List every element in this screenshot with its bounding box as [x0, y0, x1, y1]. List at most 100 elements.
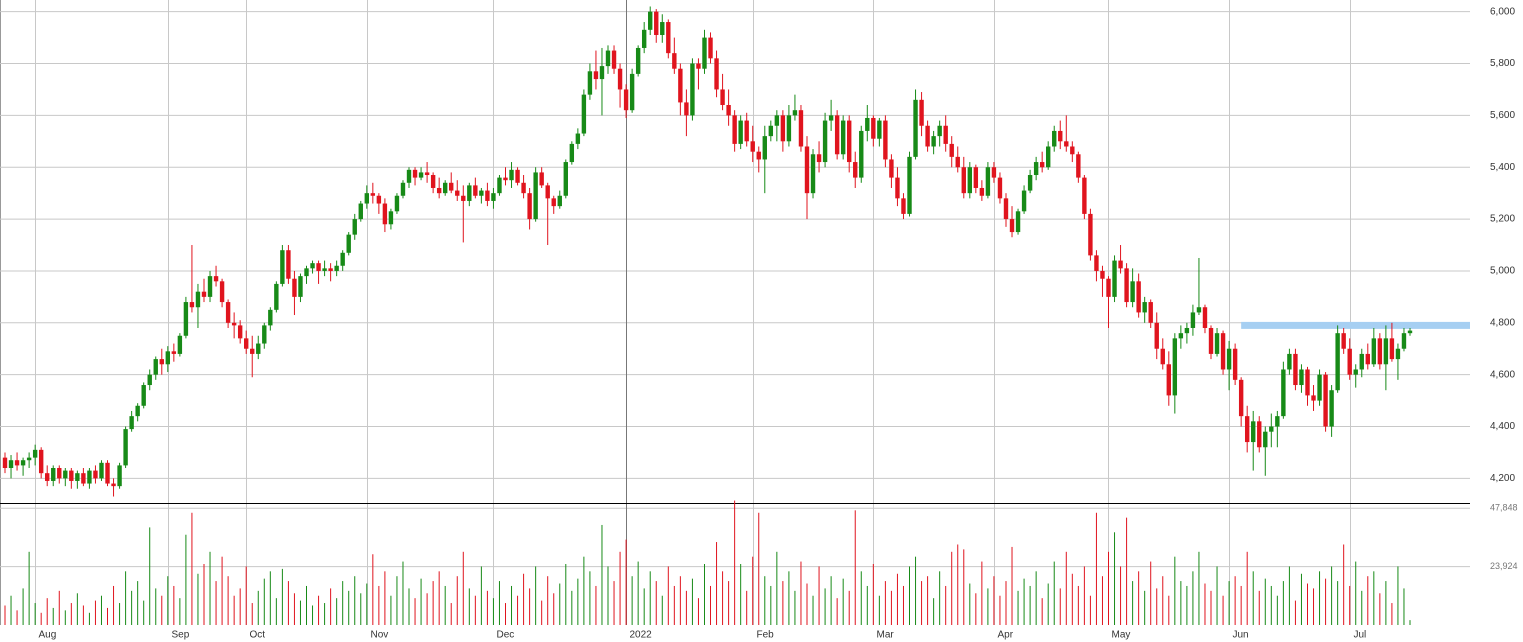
- candle-body: [1058, 130, 1063, 142]
- candle-body: [225, 302, 231, 323]
- candle-body: [569, 143, 575, 163]
- candle-body: [732, 115, 737, 144]
- candle-body: [147, 374, 152, 386]
- candle-body: [2, 457, 8, 468]
- candle-body: [1220, 333, 1226, 370]
- candle-body: [883, 120, 888, 160]
- candle-body: [913, 99, 918, 157]
- candle-body: [322, 268, 327, 271]
- candle-body: [557, 195, 562, 207]
- candle-body: [1039, 162, 1045, 168]
- candle-body: [274, 283, 279, 310]
- candle-body: [63, 470, 68, 479]
- candle-body: [997, 177, 1003, 199]
- candle-body: [418, 172, 424, 178]
- candle-body: [1166, 364, 1171, 396]
- candle-body: [1021, 190, 1027, 212]
- candle-body: [1052, 130, 1057, 147]
- candle-body: [364, 193, 370, 204]
- candle-body: [8, 460, 14, 468]
- candle-body: [840, 120, 846, 155]
- candle-body: [51, 467, 56, 481]
- candle-body: [141, 385, 146, 406]
- candle-body: [545, 185, 550, 199]
- candle-body: [244, 338, 249, 349]
- candle-body: [1359, 353, 1364, 370]
- candle-body: [798, 110, 804, 147]
- candle-body: [358, 203, 363, 220]
- y-tick-label: 4,800: [1490, 317, 1515, 328]
- y-tick-label: 4,200: [1490, 473, 1515, 484]
- candle-body: [1130, 281, 1135, 303]
- candle-body: [720, 89, 725, 106]
- candle-body: [449, 182, 454, 191]
- candle-body: [623, 89, 629, 111]
- candle-body: [587, 71, 593, 95]
- candle-body: [1311, 395, 1316, 401]
- candle-body: [605, 50, 611, 67]
- candle-body: [20, 460, 26, 466]
- candle-body: [346, 234, 351, 253]
- candle-body: [1353, 369, 1358, 375]
- x-tick-label: Dec: [497, 630, 515, 641]
- candle-body: [931, 136, 936, 147]
- candle-body: [533, 172, 538, 220]
- candle-body: [750, 141, 755, 152]
- x-tick-label: Oct: [250, 630, 266, 641]
- candle-body: [485, 190, 490, 201]
- candle-body: [967, 167, 973, 194]
- candle-body: [1287, 353, 1292, 370]
- candle-body: [551, 198, 556, 207]
- candle-body: [231, 322, 237, 326]
- candle-body: [1088, 213, 1093, 256]
- candle-body: [219, 281, 225, 303]
- candle-body: [684, 102, 689, 116]
- candle-body: [617, 68, 623, 90]
- candle-body: [165, 351, 171, 365]
- y-tick-label: 5,000: [1490, 266, 1515, 277]
- candle-body: [1045, 146, 1051, 168]
- candle-body: [822, 120, 828, 163]
- candle-body: [382, 203, 388, 225]
- candle-body: [1401, 333, 1407, 349]
- candle-body: [1003, 198, 1009, 220]
- candle-body: [268, 309, 273, 326]
- candle-body: [171, 351, 177, 354]
- candle-body: [467, 185, 472, 201]
- candle-body: [153, 359, 158, 375]
- candle-body: [1106, 278, 1111, 297]
- candle-body: [1118, 260, 1123, 269]
- candle-body: [286, 250, 291, 279]
- candle-body: [702, 37, 707, 69]
- candle-body: [461, 195, 466, 201]
- candle-body: [955, 156, 960, 168]
- candle-body: [256, 343, 261, 354]
- candle-body: [1094, 255, 1099, 271]
- candle-body: [334, 265, 339, 271]
- candle-body: [816, 154, 822, 163]
- candle-body: [1033, 162, 1039, 176]
- candle-body: [400, 182, 406, 196]
- y-tick-label: 5,600: [1490, 110, 1515, 121]
- candle-body: [442, 182, 448, 194]
- candle-body: [26, 457, 32, 461]
- candle-body: [509, 169, 514, 181]
- candle-body: [629, 73, 635, 111]
- resistance-line: [1241, 321, 1470, 329]
- candle-body: [388, 211, 394, 225]
- x-tick-label: Jul: [1354, 630, 1367, 641]
- candle-body: [985, 167, 991, 196]
- candle-body: [635, 47, 641, 74]
- candle-body: [183, 302, 189, 336]
- volume-tick-label: 23,924: [1490, 561, 1518, 571]
- candle-body: [1389, 338, 1395, 360]
- candle-body: [1202, 307, 1208, 328]
- candle-body: [111, 483, 116, 487]
- candle-body: [943, 125, 948, 144]
- candle-body: [292, 278, 297, 297]
- candle-body: [412, 169, 418, 178]
- candle-body: [1208, 327, 1214, 354]
- candle-body: [1251, 421, 1256, 443]
- y-tick-label: 6,000: [1490, 6, 1515, 17]
